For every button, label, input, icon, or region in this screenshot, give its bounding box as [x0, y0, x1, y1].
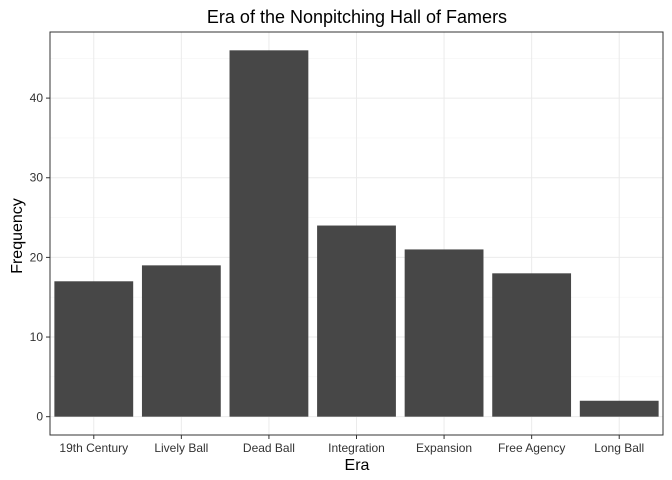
y-axis-title: Frequency	[9, 198, 26, 274]
bars	[54, 50, 659, 417]
x-tick-label: Dead Ball	[243, 441, 295, 455]
bar	[229, 50, 309, 417]
x-tick-label: Free Agency	[498, 441, 565, 455]
y-tick-label: 10	[30, 330, 44, 344]
y-tick-label: 0	[36, 410, 43, 424]
y-tick-label: 20	[30, 250, 44, 264]
bar	[492, 273, 572, 417]
y-axis: 0 10 20 30 40	[30, 91, 50, 424]
chart-title: Era of the Nonpitching Hall of Famers	[207, 7, 507, 27]
y-tick-label: 30	[30, 171, 44, 185]
x-tick-label: Integration	[328, 441, 385, 455]
bar	[579, 400, 659, 417]
bar	[404, 249, 484, 417]
x-axis: 19th Century Lively Ball Dead Ball Integrat…	[59, 435, 644, 455]
x-tick-label: 19th Century	[59, 441, 128, 455]
x-tick-label: Long Ball	[594, 441, 644, 455]
bar	[54, 281, 134, 417]
x-axis-title: Era	[345, 457, 370, 474]
y-tick-label: 40	[30, 91, 44, 105]
x-tick-label: Lively Ball	[154, 441, 208, 455]
bar	[141, 265, 221, 417]
x-tick-label: Expansion	[416, 441, 472, 455]
bar	[317, 225, 396, 417]
